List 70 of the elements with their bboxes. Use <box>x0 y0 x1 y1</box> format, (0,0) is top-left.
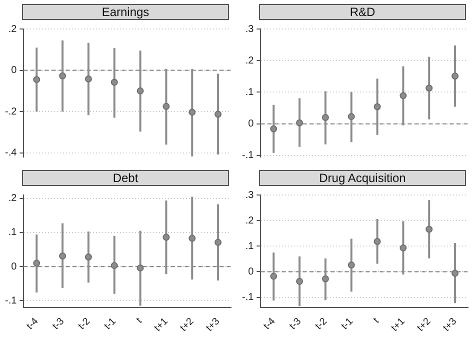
chart-title: Earnings <box>22 4 229 20</box>
y-tick-label: 0 <box>11 261 18 272</box>
point <box>400 244 407 252</box>
chart-title: Debt <box>22 170 229 186</box>
point <box>296 278 304 285</box>
point <box>322 114 329 121</box>
x-tick-label: t+1 <box>389 316 408 334</box>
y-tick-label: -.1 <box>242 150 254 162</box>
point <box>188 234 196 242</box>
point <box>33 260 40 267</box>
y-tick-label: -.1 <box>5 295 18 306</box>
x-tick-label: t+3 <box>204 316 222 334</box>
x-tick-label: t-3 <box>288 316 304 332</box>
point <box>270 125 278 132</box>
x-tick-label: t-3 <box>50 316 67 332</box>
y-tick-label: .2 <box>245 215 254 226</box>
y-tick-label: -.1 <box>242 292 254 304</box>
y-tick-label: .1 <box>245 86 254 98</box>
y-tick-label: 0 <box>11 65 18 76</box>
chart-title: Drug Acquisition <box>259 170 466 186</box>
point <box>348 113 355 120</box>
point <box>33 76 40 84</box>
point <box>374 238 381 246</box>
point <box>136 264 144 272</box>
point <box>452 270 459 277</box>
x-tick-label: t+2 <box>415 316 434 334</box>
point <box>296 119 304 126</box>
y-tick-label: .2 <box>8 193 18 204</box>
y-tick-label: 0 <box>248 266 254 278</box>
chart-title: R&D <box>259 4 466 20</box>
x-tick-label: t+3 <box>441 316 460 334</box>
y-tick-label: .3 <box>245 24 254 35</box>
point <box>136 87 144 94</box>
x-tick-label: t-4 <box>262 316 278 332</box>
point <box>84 75 92 82</box>
x-tick-label: t <box>372 316 382 326</box>
point <box>59 72 66 80</box>
x-tick-label: t <box>134 316 145 326</box>
x-tick-label: t+2 <box>178 316 196 334</box>
point <box>426 226 433 233</box>
y-tick-label: .2 <box>245 55 254 66</box>
y-tick-label: -.2 <box>5 106 18 118</box>
point <box>214 110 222 118</box>
x-tick-label: t-4 <box>24 316 42 332</box>
point <box>59 252 66 260</box>
y-tick-label: 0 <box>248 118 254 130</box>
x-tick-label: t-2 <box>313 316 330 332</box>
y-tick-label: .3 <box>245 190 254 201</box>
y-tick-label: .1 <box>245 240 254 252</box>
point <box>348 262 355 269</box>
x-tick-label: t-1 <box>102 316 119 332</box>
point <box>426 84 433 92</box>
x-tick-label: t-2 <box>76 316 93 332</box>
point <box>110 78 118 86</box>
point <box>322 275 329 282</box>
y-tick-label: -.4 <box>5 148 18 159</box>
point <box>452 72 459 80</box>
point <box>110 262 118 270</box>
x-tick-label: t-1 <box>339 316 356 332</box>
point <box>400 92 407 100</box>
point <box>214 238 222 246</box>
point <box>188 108 196 116</box>
point <box>162 234 170 241</box>
y-tick-label: .2 <box>8 24 18 35</box>
y-tick-label: .1 <box>8 227 18 238</box>
point <box>374 103 381 110</box>
point <box>270 272 278 280</box>
point <box>162 102 170 110</box>
point <box>84 254 92 261</box>
x-tick-label: t+1 <box>152 316 171 334</box>
